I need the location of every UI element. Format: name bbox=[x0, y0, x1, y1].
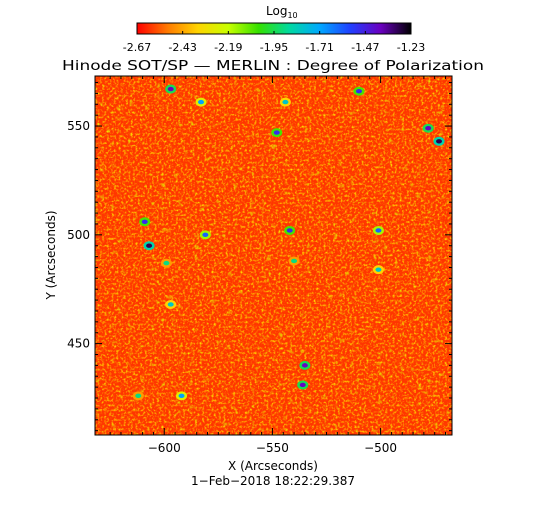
timestamp: 1−Feb−2018 18:22:29.387 bbox=[191, 474, 355, 488]
feature-core bbox=[355, 89, 362, 94]
chart-title: Hinode SOT/SP — MERLIN : Degree of Polar… bbox=[62, 58, 484, 74]
feature-core bbox=[178, 393, 185, 399]
plot-frame bbox=[94, 75, 453, 436]
feature-core bbox=[141, 219, 148, 224]
feature-core bbox=[425, 126, 432, 131]
colorbar-ticks: -2.67 -2.43 -2.19 -1.95 -1.71 -1.47 -1.23 bbox=[123, 31, 425, 54]
feature-core bbox=[167, 86, 174, 92]
colorbar-title: Log10 bbox=[266, 4, 298, 20]
feature-core bbox=[273, 130, 280, 135]
feature-core bbox=[299, 382, 306, 388]
colorbar-tick-label: -2.19 bbox=[214, 41, 242, 54]
feature-core bbox=[202, 232, 209, 238]
feature-core bbox=[291, 258, 298, 264]
feature-core bbox=[286, 228, 293, 233]
y-tick-label: 450 bbox=[67, 337, 90, 351]
feature-core bbox=[301, 363, 308, 368]
x-axis-label: X (Arcseconds) bbox=[228, 459, 318, 473]
y-tick-label: 500 bbox=[67, 228, 90, 242]
feature-core bbox=[375, 228, 382, 233]
y-axis: 450 500 550 bbox=[67, 82, 452, 432]
x-tick-label: −500 bbox=[364, 441, 397, 455]
feature-core bbox=[375, 267, 382, 272]
feature-core bbox=[135, 393, 142, 399]
colorbar-tick-label: -2.67 bbox=[123, 41, 151, 54]
colorbar-tick-label: -2.43 bbox=[168, 41, 196, 54]
heatmap-image bbox=[95, 76, 452, 435]
y-tick-label: 550 bbox=[67, 119, 90, 133]
feature-core bbox=[282, 99, 289, 105]
colorbar-tick-label: -1.23 bbox=[397, 41, 425, 54]
x-axis: −600 −550 −500 bbox=[109, 76, 447, 455]
x-tick-label: −550 bbox=[256, 441, 289, 455]
heatmap-features bbox=[132, 84, 445, 401]
feature-core bbox=[167, 302, 174, 307]
feature-core bbox=[198, 99, 205, 105]
colorbar-tick-label: -1.47 bbox=[351, 41, 379, 54]
feature-core bbox=[146, 243, 153, 248]
x-tick-label: −600 bbox=[148, 441, 181, 455]
y-axis-label: Y (Arcseconds) bbox=[44, 210, 58, 300]
colorbar-tick-label: -1.95 bbox=[260, 41, 288, 54]
colorbar-tick-label: -1.71 bbox=[305, 41, 333, 54]
feature-core bbox=[436, 139, 443, 144]
feature-core bbox=[163, 260, 170, 266]
